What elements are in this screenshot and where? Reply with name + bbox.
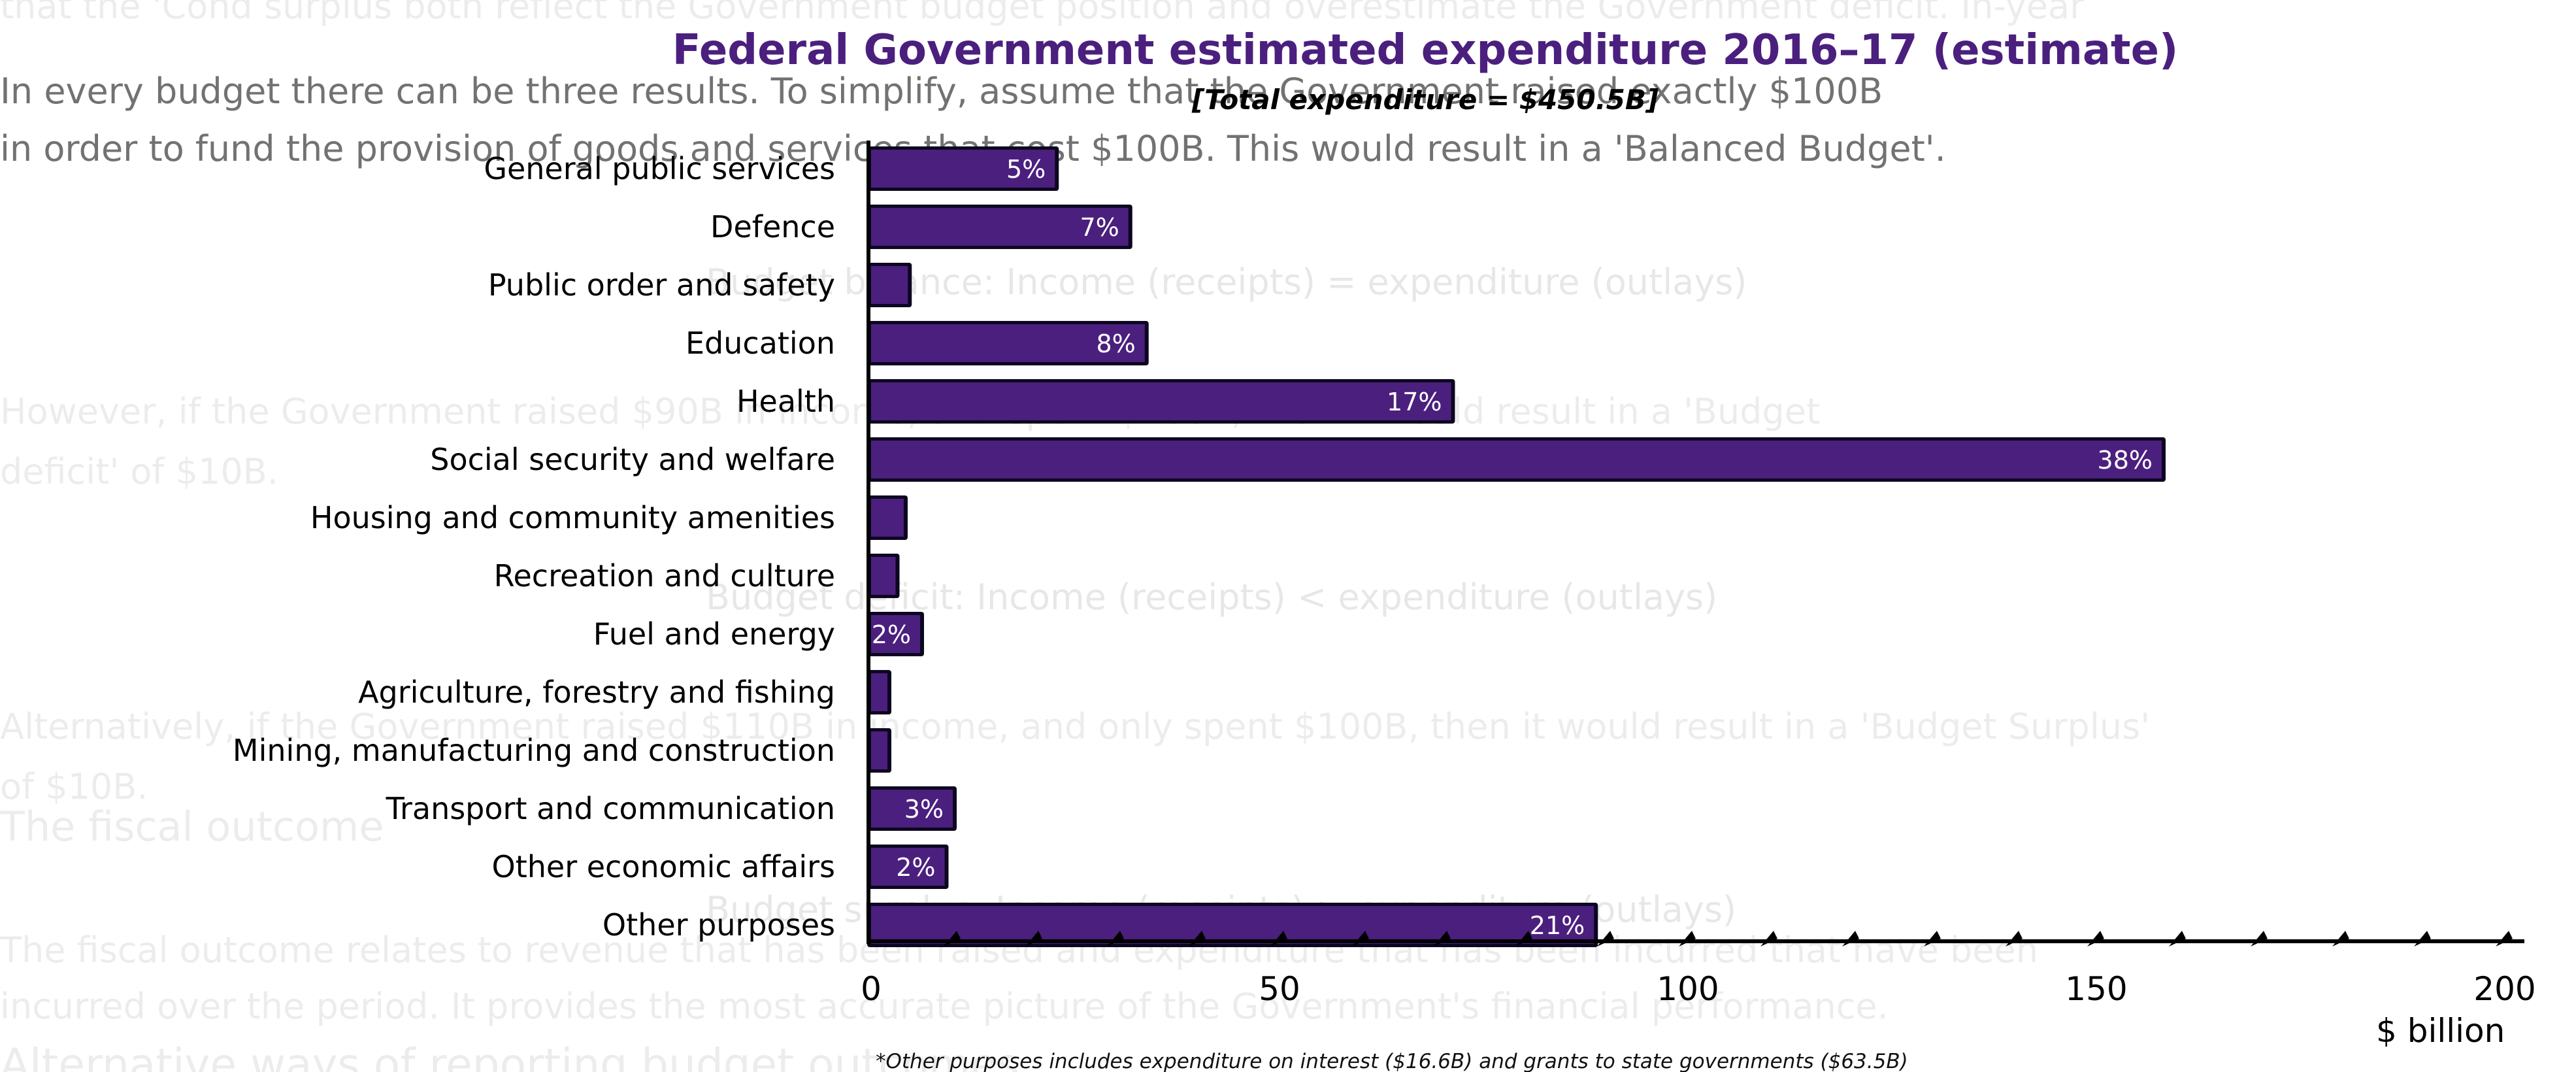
category-label: General public services xyxy=(484,151,835,186)
category-label: Public order and safety xyxy=(488,267,835,303)
x-axis-tick xyxy=(2496,931,2513,946)
data-label: 8% xyxy=(1096,329,1135,358)
bar xyxy=(871,790,953,828)
background-text-line: deficit' of $10B. xyxy=(0,451,278,492)
background-text-line: Alternative ways of reporting budget out… xyxy=(0,1039,1020,1072)
x-axis-tick xyxy=(1352,931,1369,946)
category-label: Mining, manufacturing and construction xyxy=(233,733,835,768)
chart-title: Federal Government estimated expenditure… xyxy=(672,26,2179,75)
bar xyxy=(871,441,2162,478)
x-axis-tick xyxy=(1270,931,1287,946)
x-tick-label: 50 xyxy=(1259,970,1300,1008)
category-label: Other purposes xyxy=(603,907,835,943)
x-axis-tick xyxy=(2006,931,2023,946)
bar xyxy=(871,615,920,653)
bar xyxy=(871,266,908,304)
category-label: Social security and welfare xyxy=(430,442,835,477)
category-label: Housing and community amenities xyxy=(310,500,835,535)
bar xyxy=(871,731,887,769)
x-axis-tick xyxy=(1515,931,1532,946)
bar xyxy=(871,150,1055,188)
x-axis-tick xyxy=(2414,931,2431,946)
data-label: 2% xyxy=(872,620,911,649)
x-tick-label: 150 xyxy=(2065,970,2127,1008)
x-axis-tick xyxy=(1924,931,1941,946)
bar xyxy=(871,673,887,711)
x-axis-tick xyxy=(2169,931,2186,946)
x-axis-unit-label: $ billion xyxy=(2376,1012,2505,1050)
bar xyxy=(871,208,1129,246)
category-label: Defence xyxy=(710,209,835,244)
x-axis-tick xyxy=(1842,931,1859,946)
background-text-line: The fiscal outcome xyxy=(0,803,384,850)
bar xyxy=(871,557,896,595)
bar xyxy=(871,906,1594,944)
x-axis-tick xyxy=(2251,931,2268,946)
bar xyxy=(871,848,945,886)
x-axis-tick xyxy=(2087,931,2104,946)
x-axis-tick xyxy=(1760,931,1777,946)
x-tick-label: 100 xyxy=(1657,970,1719,1008)
category-label: Other economic affairs xyxy=(492,849,836,884)
bar xyxy=(871,382,1451,420)
background-text-line: of $10B. xyxy=(0,766,148,807)
category-label: Recreation and culture xyxy=(494,558,835,594)
background-text-line: that the 'Cond surplus both reflect the … xyxy=(0,0,2085,27)
data-label: 7% xyxy=(1080,213,1119,242)
category-label: Transport and communication xyxy=(386,791,835,826)
x-axis-tick xyxy=(1434,931,1451,946)
x-axis-tick xyxy=(1597,931,1614,946)
data-label: 21% xyxy=(1530,911,1585,940)
x-tick-label: 0 xyxy=(861,970,882,1008)
background-text-line: incurred over the period. It provides th… xyxy=(0,986,1889,1027)
data-label: 3% xyxy=(904,795,944,824)
background-text-line: In every budget there can be three resul… xyxy=(0,71,1883,112)
data-label: 17% xyxy=(1387,388,1442,416)
x-axis-tick xyxy=(1107,931,1124,946)
category-label: Fuel and energy xyxy=(593,616,835,652)
x-axis-tick xyxy=(944,931,961,946)
chart-footnote: *Other purposes includes expenditure on … xyxy=(876,1050,1908,1072)
data-label: 2% xyxy=(896,853,935,882)
x-axis-tick xyxy=(1025,931,1042,946)
data-label: 38% xyxy=(2098,446,2153,475)
x-axis-tick xyxy=(1679,931,1696,946)
category-label: Health xyxy=(736,384,835,419)
bar xyxy=(871,499,904,537)
bar xyxy=(871,324,1145,362)
data-label: 5% xyxy=(1006,155,1046,184)
x-axis-tick xyxy=(2332,931,2349,946)
category-label: Education xyxy=(685,326,835,361)
x-tick-label: 200 xyxy=(2473,970,2535,1008)
x-axis-tick xyxy=(1189,931,1206,946)
category-label: Agriculture, forestry and fishing xyxy=(358,675,835,710)
background-text-line: Alternatively, if the Government raised … xyxy=(0,706,2151,747)
chart-subtitle: [Total expenditure = $450.5B] xyxy=(1191,84,1659,116)
